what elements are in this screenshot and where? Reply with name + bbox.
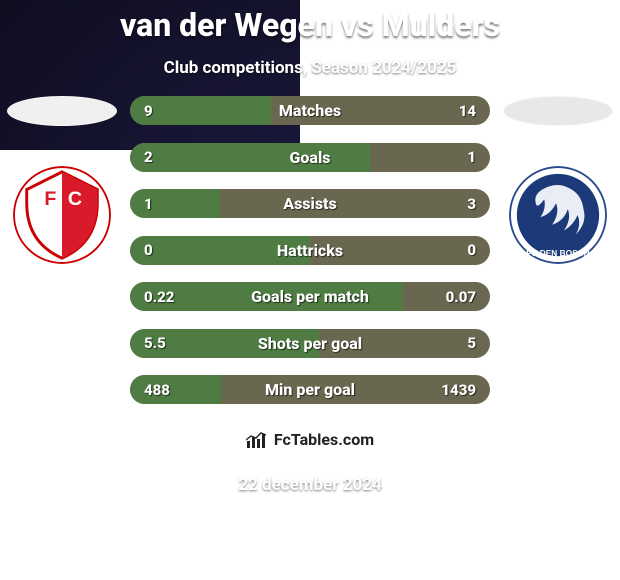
stat-bar-fill	[130, 236, 310, 265]
page-title: van der Wegen vs Mulders	[0, 6, 620, 44]
stat-bar-fill	[130, 375, 221, 404]
svg-text:FC DEN BOSCH: FC DEN BOSCH	[526, 248, 589, 258]
stat-bar-fill	[130, 189, 220, 218]
stat-bar-fill	[130, 143, 370, 172]
player-left-col: F C	[2, 96, 122, 264]
player-right-col: FC DEN BOSCH	[498, 96, 618, 264]
stat-bars: 9Matches14 2Goals1 1Assists3 0Hattricks0 0.2…	[130, 96, 490, 404]
stat-value-right: 3	[467, 195, 476, 213]
stat-bar: 2Goals1	[130, 143, 490, 172]
chart-bars-icon	[246, 431, 268, 449]
stat-bar: 0.22Goals per match0.07	[130, 282, 490, 311]
fc-utrecht-logo: F C	[13, 166, 111, 264]
stat-bar: 9Matches14	[130, 96, 490, 125]
stat-bar: 5.5Shots per goal5	[130, 329, 490, 358]
flag-right	[503, 96, 613, 126]
date-label: 22 december 2024	[0, 475, 620, 495]
stat-value-right: 0.07	[446, 288, 476, 306]
page-subtitle: Club competitions, Season 2024/2025	[0, 58, 620, 78]
stat-bar: 1Assists3	[130, 189, 490, 218]
stat-value-right: 1439	[441, 381, 476, 399]
stat-bar-fill	[130, 282, 403, 311]
svg-text:C: C	[68, 188, 82, 210]
stat-value-right: 0	[467, 241, 476, 259]
svg-text:F: F	[44, 188, 56, 210]
fc-den-bosch-logo: FC DEN BOSCH	[509, 166, 607, 264]
branding-badge: FcTables.com	[205, 422, 415, 457]
stat-bar-fill	[130, 329, 319, 358]
stat-bar-fill	[130, 96, 271, 125]
comparison-row: F C 9Matches14 2Goals1 1Assists3 0Hattricks…	[0, 96, 620, 404]
stat-value-right: 14	[459, 102, 476, 120]
stat-value-right: 1	[467, 148, 476, 166]
branding-text: FcTables.com	[274, 430, 374, 449]
stat-bar: 488Min per goal1439	[130, 375, 490, 404]
stat-value-right: 5	[467, 334, 476, 352]
flag-left	[7, 96, 117, 126]
stat-bar: 0Hattricks0	[130, 236, 490, 265]
